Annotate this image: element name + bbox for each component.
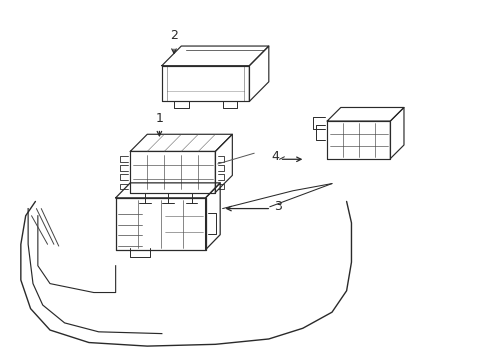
Text: 1: 1 <box>155 112 163 125</box>
Text: 2: 2 <box>170 30 178 42</box>
Text: 4: 4 <box>271 150 279 163</box>
Text: 3: 3 <box>273 200 281 213</box>
